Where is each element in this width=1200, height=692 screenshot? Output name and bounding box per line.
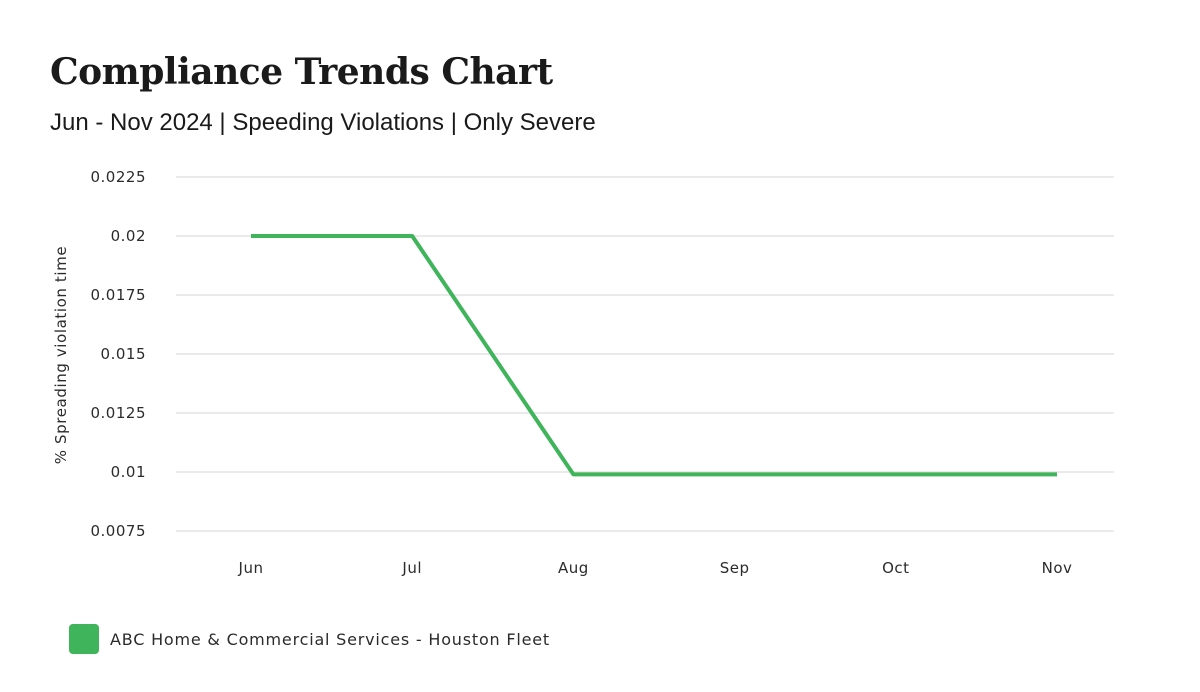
x-tick-label: Jun <box>238 559 264 577</box>
y-tick-label: 0.0175 <box>91 286 147 304</box>
series-line <box>251 234 1057 477</box>
legend-swatch <box>69 624 99 654</box>
x-tick-label: Jul <box>401 559 422 577</box>
y-tick-label: 0.01 <box>111 463 146 481</box>
y-axis-ticks: 0.0075 0.01 0.0125 0.015 0.0175 0.02 0.0225 <box>91 168 147 540</box>
y-tick-label: 0.02 <box>111 227 146 245</box>
series-lines <box>251 234 1057 477</box>
chart-title: Compliance Trends Chart <box>50 51 553 93</box>
x-tick-label: Sep <box>720 559 750 577</box>
legend: ABC Home & Commercial Services - Houston… <box>69 624 550 654</box>
x-tick-label: Oct <box>882 559 909 577</box>
legend-label: ABC Home & Commercial Services - Houston… <box>110 629 550 649</box>
y-tick-label: 0.0075 <box>91 522 147 540</box>
x-axis-ticks: Jun Jul Aug Sep Oct Nov <box>238 559 1073 577</box>
y-tick-label: 0.015 <box>101 345 146 363</box>
y-tick-label: 0.0225 <box>91 168 147 186</box>
x-tick-label: Nov <box>1042 559 1073 577</box>
y-tick-label: 0.0125 <box>91 404 147 422</box>
y-axis-title: % Spreading violation time <box>52 246 70 464</box>
chart-subtitle: Jun - Nov 2024 | Speeding Violations | O… <box>50 109 596 136</box>
x-tick-label: Aug <box>558 559 589 577</box>
grid-lines <box>176 176 1114 532</box>
